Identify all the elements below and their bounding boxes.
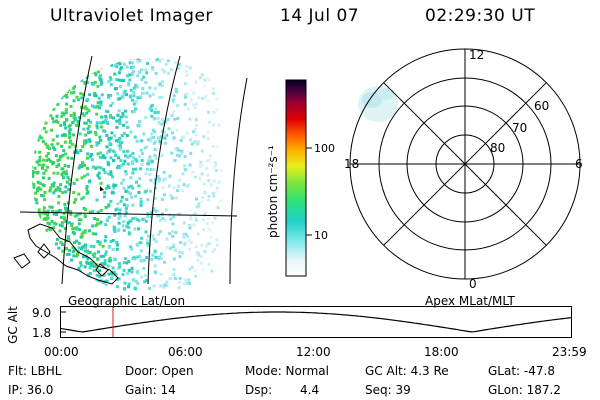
colorbar-tick-label: 10 bbox=[314, 229, 328, 242]
gc-alt-curve bbox=[60, 311, 572, 333]
gc-alt-xtick: 12:00 bbox=[296, 345, 331, 359]
gc-alt-plot bbox=[60, 306, 572, 338]
gc-alt-xtick: 00:00 bbox=[44, 345, 79, 359]
door-status: Door: Open bbox=[125, 364, 194, 378]
ip-status: IP: 36.0 bbox=[8, 383, 54, 397]
gc-alt-ytick: 1.8 bbox=[32, 326, 52, 340]
gc-alt-xtick: 06:00 bbox=[168, 345, 203, 359]
mlt-label: 6 bbox=[575, 157, 583, 171]
coastline-island bbox=[95, 263, 109, 277]
latitude-line bbox=[19, 211, 238, 217]
gc-alt-xtick: 23:59 bbox=[552, 345, 587, 359]
glat-status: GLat: -47.8 bbox=[488, 364, 555, 378]
gc-alt-ytick: 9.0 bbox=[32, 306, 52, 320]
coastline-island bbox=[13, 253, 31, 269]
mlt-label: 0 bbox=[469, 277, 477, 291]
apex-label: Apex MLat/MLT bbox=[425, 294, 515, 308]
polar-plot: 12 18 6 0 60 70 80 bbox=[344, 48, 583, 291]
glon-status: GLon: 187.2 bbox=[488, 383, 561, 397]
gain-status: Gain: 14 bbox=[125, 383, 176, 397]
geographic-label: Geographic Lat/Lon bbox=[68, 294, 186, 308]
lat-label: 70 bbox=[512, 121, 527, 135]
geographic-image bbox=[13, 55, 248, 291]
gc-alt-frame bbox=[60, 306, 572, 338]
longitude-line bbox=[147, 55, 181, 285]
image-time: 02:29:30 UT bbox=[425, 6, 536, 26]
seq-status: Seq: 39 bbox=[365, 383, 411, 397]
mode-status: Mode: Normal bbox=[245, 364, 329, 378]
image-date: 14 Jul 07 bbox=[280, 6, 360, 26]
filter-status: Flt: LBHL bbox=[8, 364, 62, 378]
coastline bbox=[27, 223, 119, 285]
lat-label: 60 bbox=[534, 99, 549, 113]
instrument-title: Ultraviolet Imager bbox=[50, 6, 213, 26]
polar-diagonal bbox=[383, 82, 547, 246]
colorbar-gradient bbox=[285, 79, 307, 277]
colorbar-tick-label: 100 bbox=[314, 142, 335, 155]
gc-alt-status: GC Alt: 4.3 Re bbox=[365, 364, 449, 378]
mlt-label: 18 bbox=[344, 157, 359, 171]
mlt-label: 12 bbox=[469, 48, 484, 62]
longitude-line bbox=[61, 55, 93, 285]
colorbar: 100 10 photon cm⁻²s⁻¹ bbox=[266, 79, 335, 277]
gc-alt-xtick: 18:00 bbox=[424, 345, 459, 359]
dsp-label: Dsp: bbox=[245, 383, 273, 397]
coastline-island bbox=[37, 243, 51, 259]
marker bbox=[100, 186, 104, 191]
lat-label: 80 bbox=[490, 141, 505, 155]
dsp-value: 4.4 bbox=[300, 383, 320, 397]
longitude-line bbox=[229, 77, 248, 285]
gc-alt-ylabel: GC Alt bbox=[5, 306, 20, 344]
colorbar-unit-label: photon cm⁻²s⁻¹ bbox=[266, 145, 280, 238]
